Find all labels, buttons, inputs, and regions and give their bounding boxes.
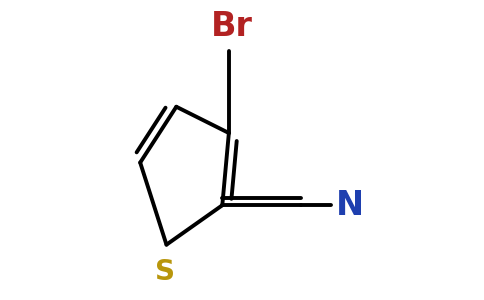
Text: Br: Br bbox=[211, 10, 253, 43]
Text: S: S bbox=[155, 258, 175, 286]
Text: N: N bbox=[335, 189, 363, 222]
